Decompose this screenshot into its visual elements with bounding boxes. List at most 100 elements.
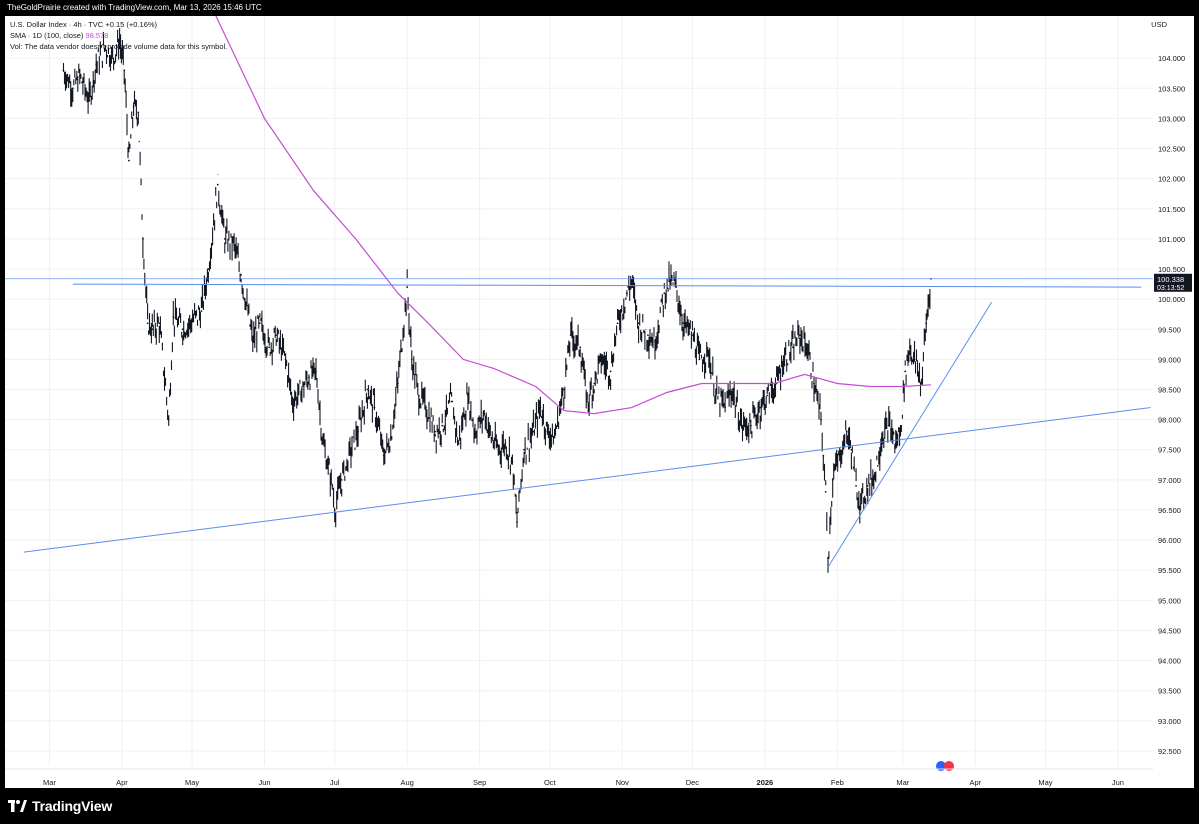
price-point: [450, 400, 453, 403]
legend-sma-value: 98.578: [85, 31, 109, 40]
tradingview-brand: TradingView: [32, 798, 113, 814]
price-point: [441, 424, 444, 427]
y-tick-label: 104.000: [1158, 54, 1185, 63]
y-tick-label: 102.500: [1158, 145, 1185, 154]
x-tick-label: May: [1038, 778, 1052, 787]
price-point: [850, 448, 853, 451]
trendline: [72, 283, 1142, 288]
price-point: [291, 400, 294, 403]
price-point: [731, 388, 734, 391]
price-point: [410, 358, 413, 361]
y-tick-label: 96.000: [1158, 536, 1181, 545]
price-point: [654, 340, 656, 343]
price-chart[interactable]: 104.000 103.500 103.000 102.500 102.000 101.5…: [5, 16, 1194, 788]
price-point: [698, 358, 701, 361]
price-point: [532, 430, 535, 433]
price-point: [899, 430, 902, 433]
price-point: [516, 521, 518, 523]
price-point: [647, 334, 649, 337]
price-point: [497, 448, 500, 451]
trendline: [23, 407, 1151, 553]
legend-symbol[interactable]: U.S. Dollar Index · 4h · TVC: [10, 20, 104, 29]
y-tick-label: 98.000: [1158, 416, 1181, 425]
price-point: [118, 39, 121, 41]
chart-legend: U.S. Dollar Index · 4h · TVC +0.15 (+0.1…: [10, 19, 227, 52]
price-point: [546, 430, 549, 433]
price-point: [663, 292, 666, 295]
price-point: [887, 424, 890, 427]
price-point: [714, 394, 717, 397]
price-point: [315, 370, 317, 373]
legend-sma-label[interactable]: SMA · 1D (100, close): [10, 31, 84, 40]
price-point: [268, 346, 271, 349]
y-tick-label: 101.000: [1158, 235, 1185, 244]
price-point: [62, 69, 65, 72]
price-point: [350, 448, 352, 451]
price-point: [88, 99, 91, 102]
attribution-bar: TheGoldPrairie created with TradingView.…: [0, 0, 1199, 16]
price-point: [357, 430, 359, 433]
price-point: [333, 509, 336, 511]
x-tick-label: Apr: [969, 778, 981, 787]
y-tick-label: 95.000: [1158, 596, 1181, 605]
price-point: [873, 472, 876, 475]
x-tick-label: Feb: [831, 778, 844, 787]
price-point: [417, 394, 420, 397]
y-tick-label: 97.500: [1158, 446, 1181, 455]
price-point: [151, 328, 154, 331]
price-point: [233, 244, 236, 246]
price-point: [609, 370, 612, 373]
trendline: [827, 301, 993, 568]
price-point: [251, 340, 254, 343]
price-point: [389, 436, 392, 439]
price-point: [616, 322, 619, 325]
price-point: [523, 448, 525, 451]
x-tick-label: Apr: [116, 778, 128, 787]
price-point: [824, 491, 827, 493]
y-tick-label: 93.000: [1158, 717, 1181, 726]
price-point: [675, 286, 677, 288]
price-point: [331, 484, 334, 487]
last-price-badge: [1154, 273, 1192, 292]
chart-panel[interactable]: U.S. Dollar Index · 4h · TVC +0.15 (+0.1…: [5, 16, 1194, 788]
price-point: [284, 358, 287, 361]
price-point: [223, 237, 226, 240]
y-tick-label: 92.500: [1158, 747, 1181, 756]
price-point: [855, 484, 857, 487]
price-point: [104, 45, 107, 48]
x-tick-label: Mar: [896, 778, 909, 787]
tradingview-logo[interactable]: TradingView: [8, 798, 112, 814]
price-point: [322, 442, 324, 445]
price-point: [200, 310, 203, 313]
legend-sma-row: SMA · 1D (100, close) 98.578: [10, 30, 227, 41]
price-point: [820, 418, 822, 421]
x-tick-label: Jun: [258, 778, 270, 787]
x-tick-label: Mar: [43, 778, 56, 787]
price-point: [424, 406, 427, 409]
price-point: [630, 280, 633, 282]
price-point: [490, 436, 493, 439]
x-tick-label: Nov: [616, 778, 630, 787]
x-tick-label: May: [185, 778, 199, 787]
attribution-text: TheGoldPrairie created with TradingView.…: [7, 3, 262, 12]
price-point: [167, 418, 170, 421]
price-point: [740, 424, 743, 427]
price-point: [467, 394, 469, 397]
price-point: [845, 430, 848, 433]
y-tick-label: 103.500: [1158, 84, 1185, 93]
price-point: [637, 322, 640, 325]
y-tick-label: 98.500: [1158, 385, 1181, 394]
price-point: [920, 382, 923, 385]
y-tick-label: 101.500: [1158, 205, 1185, 214]
price-point: [806, 346, 808, 349]
price-point: [749, 424, 752, 427]
legend-volume-note: Vol: The data vendor doesn't provide vol…: [10, 42, 228, 51]
y-tick-label: 96.500: [1158, 506, 1181, 515]
x-tick-label: Sep: [473, 778, 486, 787]
price-point: [913, 358, 916, 361]
price-point: [366, 388, 369, 391]
price-point: [904, 370, 907, 373]
price-point: [799, 334, 801, 337]
price-point: [822, 454, 825, 457]
x-tick-label: Jul: [330, 778, 340, 787]
